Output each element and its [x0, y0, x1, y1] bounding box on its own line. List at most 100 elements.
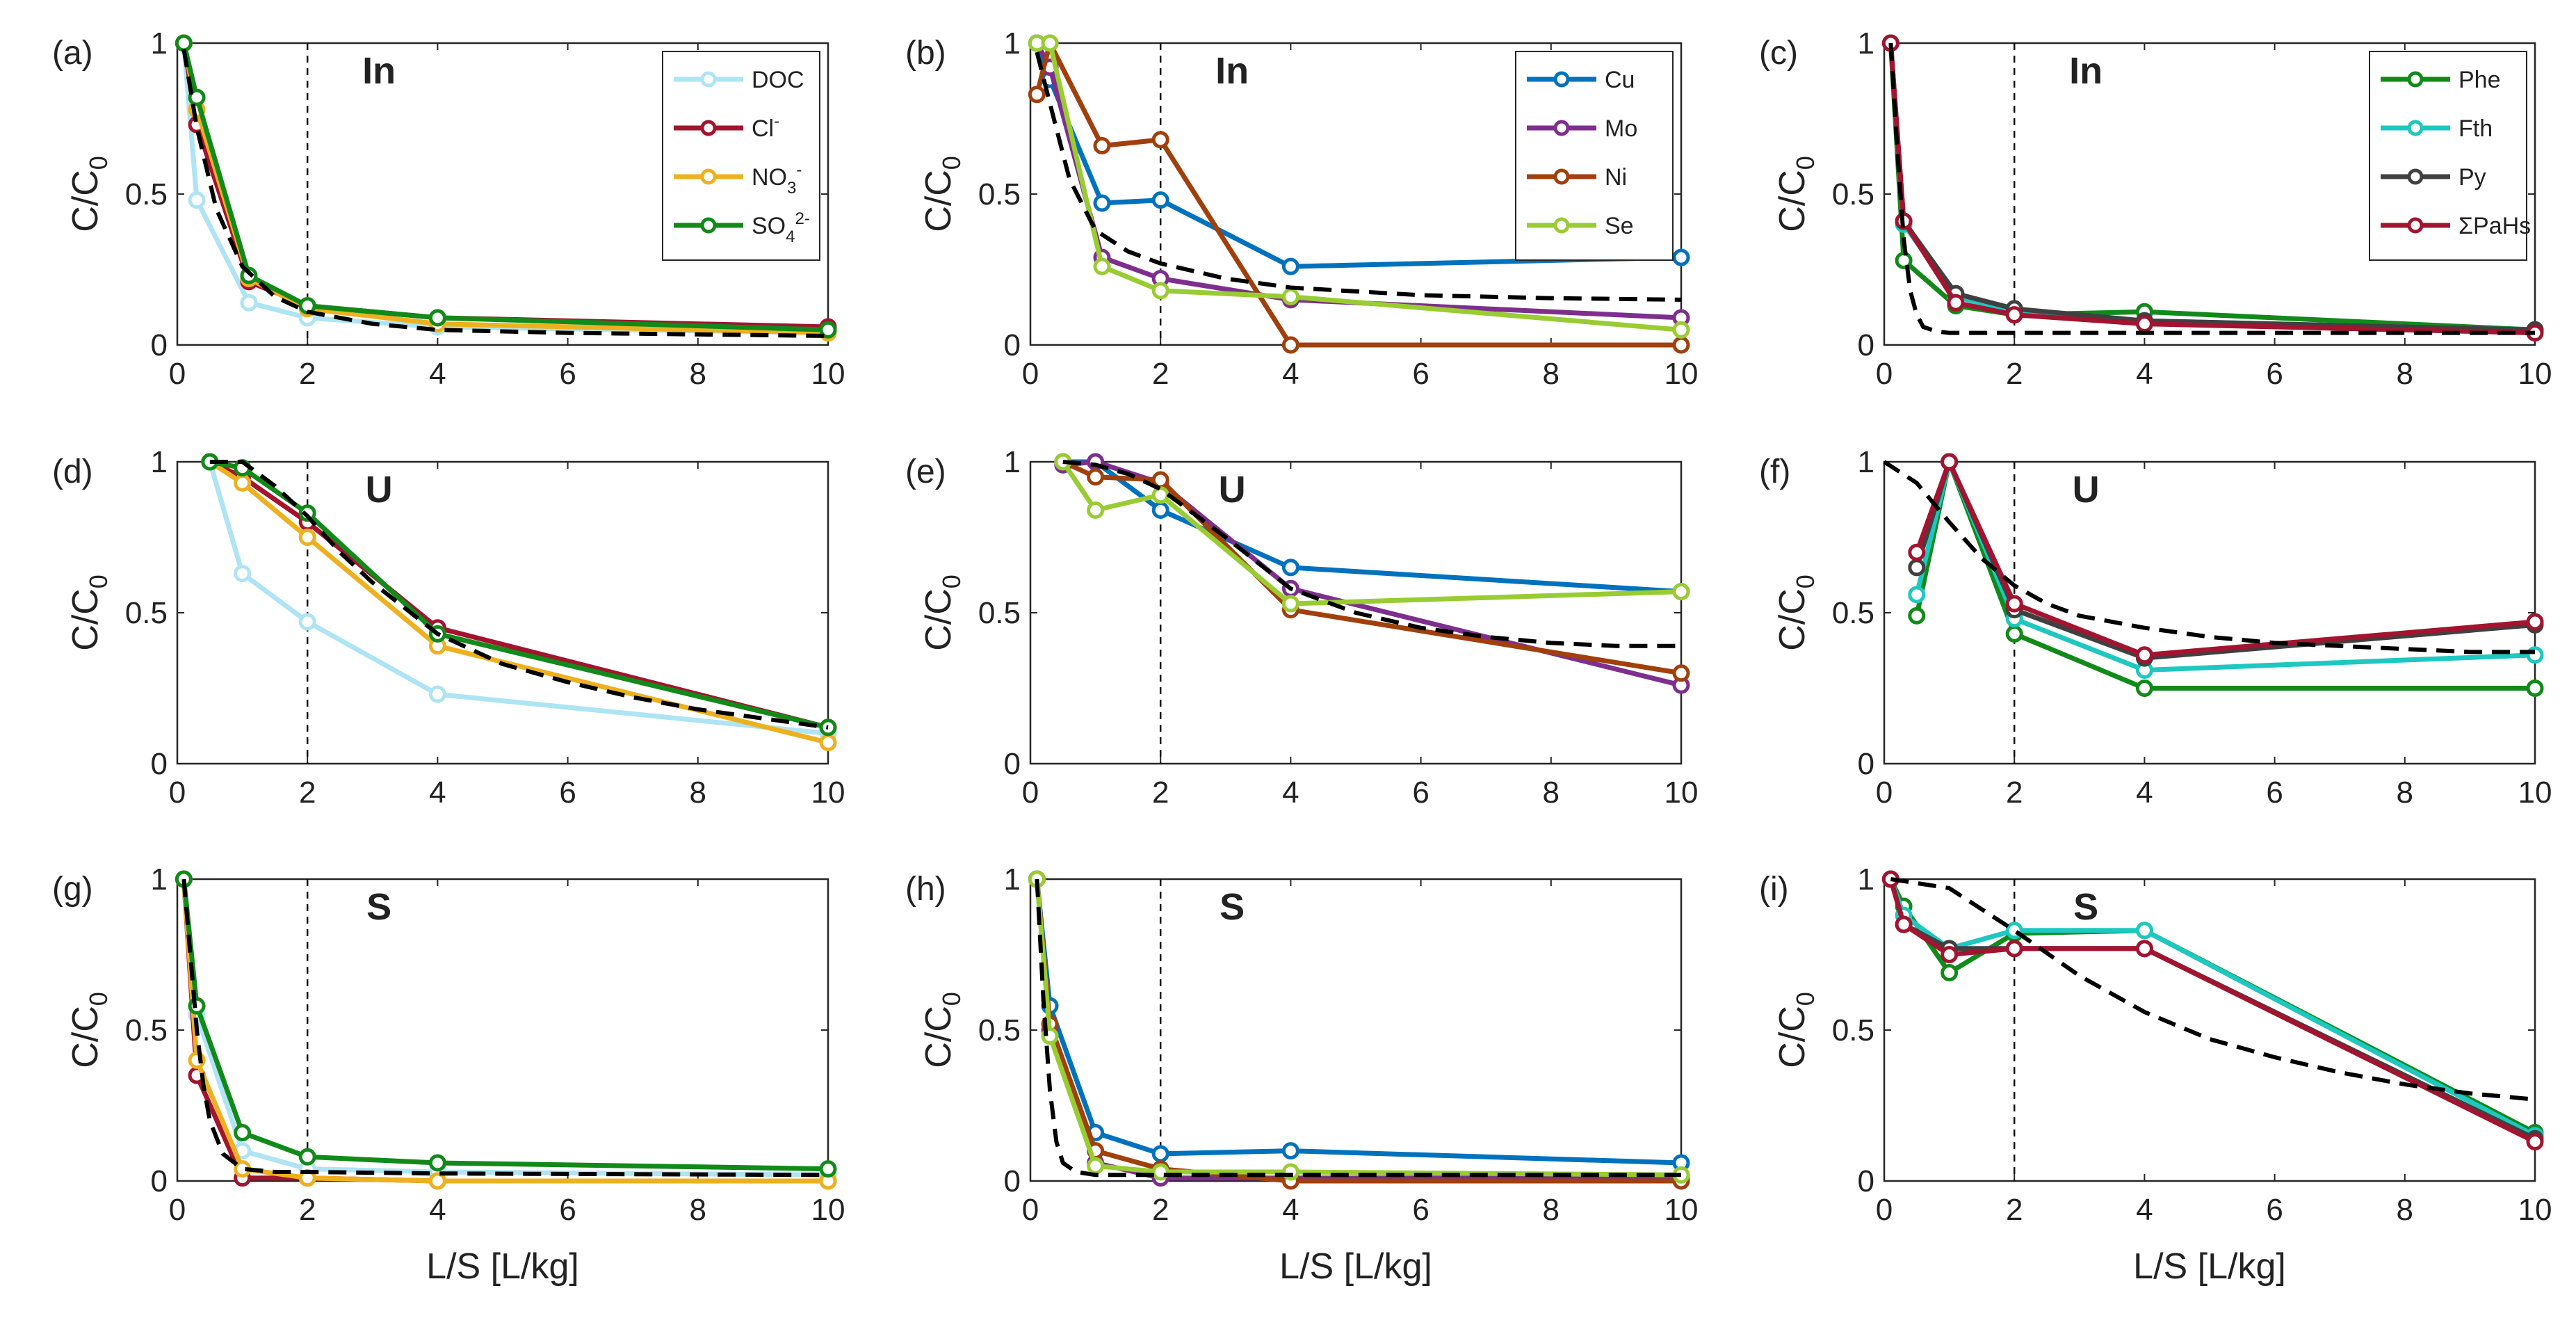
x-tick-label: 6 [1412, 357, 1429, 391]
x-tick-label: 0 [1022, 776, 1039, 810]
data-point [1281, 1142, 1299, 1160]
y-axis-label-main: C/C [65, 1006, 106, 1068]
legend-label: Mo [1605, 115, 1637, 142]
y-axis-label-sub: 0 [84, 156, 113, 170]
legend-label: Ni [1605, 164, 1627, 191]
legend-marker [1553, 71, 1570, 88]
data-point [1151, 282, 1169, 300]
series-line [181, 42, 829, 336]
plot-area [1028, 34, 1690, 354]
series-line [1888, 878, 2536, 1144]
y-axis-label: C/C0 [918, 992, 966, 1068]
x-tick-label: 10 [1664, 357, 1699, 391]
data-point [1941, 946, 1959, 963]
x-tick-label: 10 [2518, 1193, 2552, 1227]
data-point [1941, 964, 1959, 982]
series-line [181, 878, 829, 1178]
data-point [1908, 558, 1926, 577]
x-tick-label: 2 [2006, 357, 2023, 391]
x-tick-label: 0 [1022, 357, 1039, 391]
data-point [2135, 315, 2153, 333]
data-point [1087, 501, 1105, 519]
data-point [428, 685, 446, 703]
x-tick-label: 8 [690, 357, 706, 391]
legend-label-part: Cu [1605, 67, 1635, 93]
y-tick-label: 0 [1004, 747, 1021, 781]
panel-title: In [2069, 50, 2103, 92]
legend-label-part: Se [1605, 213, 1634, 239]
x-tick-label: 8 [2397, 357, 2413, 391]
data-point [1672, 664, 1690, 682]
legend-label-part: Cl [752, 115, 774, 142]
plot-area [1881, 34, 2544, 342]
panel-label: (g) [52, 871, 93, 908]
series-py [1881, 870, 2544, 1148]
legend-marker [700, 217, 717, 234]
data-point [1672, 248, 1690, 266]
data-point [175, 34, 193, 52]
x-tick-label: 4 [429, 1193, 446, 1227]
panel-title: U [366, 469, 393, 511]
y-tick-label: 1 [1004, 26, 1021, 61]
series-so4-2- [201, 453, 837, 737]
data-point [1281, 257, 1299, 275]
axes-box [176, 878, 829, 1182]
series-doc [201, 453, 837, 743]
y-tick-label: 0.5 [125, 596, 168, 630]
x-tick-label: 4 [2136, 357, 2153, 391]
data-point [1151, 1145, 1169, 1163]
data-point [1151, 501, 1169, 519]
x-tick-label: 10 [811, 1193, 845, 1227]
y-tick-label: 0.5 [125, 1013, 168, 1047]
legend-label-part: ΣPaHs [2458, 213, 2531, 239]
x-tick-label: 8 [2397, 1193, 2413, 1227]
x-tick-label: 6 [2266, 357, 2283, 391]
legend-label: SO42- [752, 209, 810, 246]
x-tick-label: 2 [2006, 776, 2023, 810]
x-tick-label: 8 [2397, 776, 2413, 810]
y-axis-label-main: C/C [1772, 170, 1813, 232]
x-tick-label: 0 [1022, 1193, 1039, 1227]
series-py [1908, 453, 2544, 667]
y-tick-label: 1 [1004, 445, 1021, 479]
series--pahs [1881, 870, 2544, 1151]
data-point [1672, 583, 1690, 601]
y-axis-label-main: C/C [65, 170, 106, 232]
data-point [1281, 558, 1299, 577]
series-line [1034, 878, 1682, 1166]
legend-label-part: Phe [2458, 67, 2501, 93]
x-tick-label: 0 [1876, 1193, 1893, 1227]
panel-title: In [362, 50, 396, 92]
data-point [1281, 288, 1299, 306]
series-line [1914, 459, 2535, 691]
data-point [188, 191, 206, 209]
x-tick-label: 2 [1152, 357, 1169, 391]
x-tick-label: 10 [811, 776, 845, 810]
data-point [1093, 137, 1111, 155]
x-tick-label: 4 [1282, 1193, 1299, 1227]
legend-label-part: Fth [2458, 115, 2493, 142]
data-point [2135, 680, 2153, 697]
data-point [2135, 940, 2153, 958]
data-point [1281, 336, 1299, 354]
data-point [298, 613, 316, 631]
y-tick-label: 0.5 [978, 1013, 1021, 1047]
legend-label: Py [2458, 164, 2486, 191]
data-point [1151, 131, 1169, 149]
data-point [1947, 294, 1965, 312]
data-point [234, 1124, 252, 1142]
legend-marker [700, 120, 717, 136]
x-tick-label: 4 [429, 357, 446, 391]
panel-label: (d) [52, 453, 93, 490]
model-curve [1035, 51, 1682, 302]
y-axis-label-sub: 0 [84, 992, 113, 1006]
x-tick-label: 4 [429, 776, 446, 810]
panel-title: U [2073, 469, 2100, 511]
legend-marker [2407, 71, 2424, 88]
series-line [1035, 40, 1681, 348]
x-tick-label: 8 [690, 1193, 706, 1227]
x-tick-label: 0 [169, 1193, 186, 1227]
series-cl- [175, 870, 837, 1190]
plot-area [201, 453, 837, 752]
